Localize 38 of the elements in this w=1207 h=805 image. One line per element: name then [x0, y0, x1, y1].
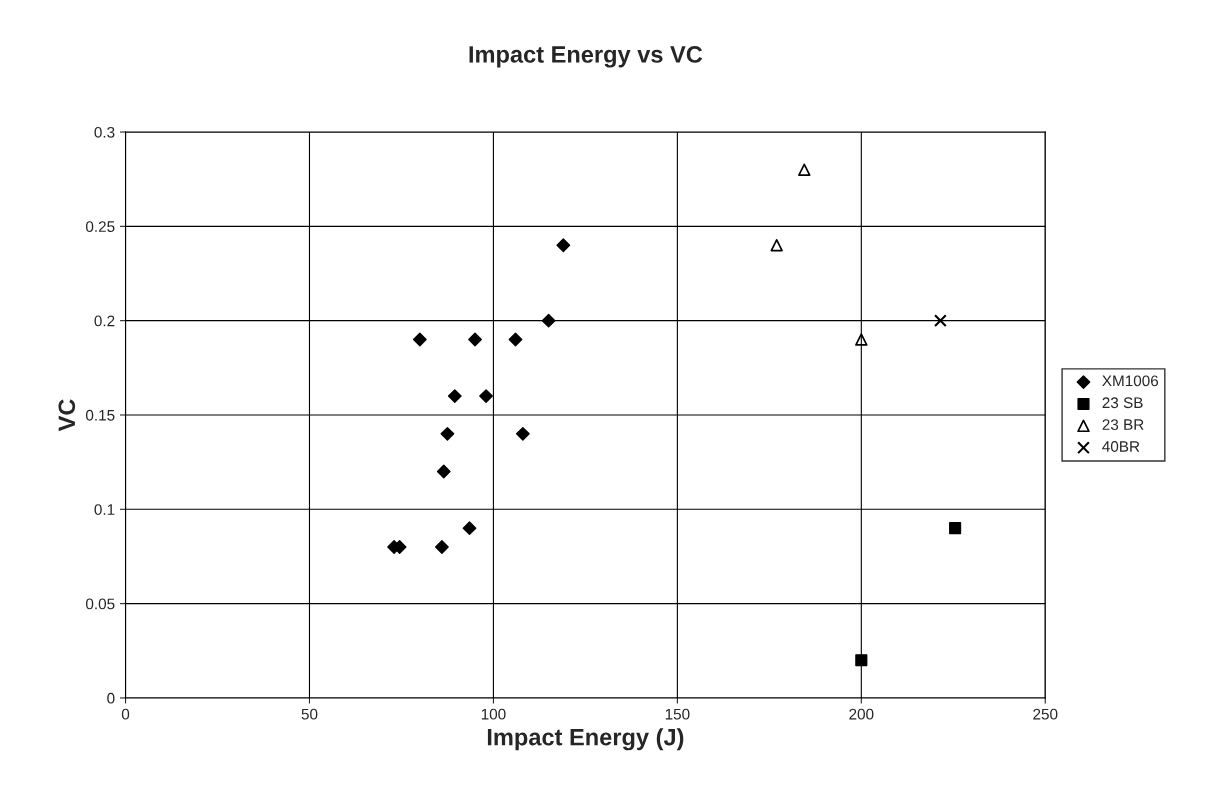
- point: [508, 332, 523, 347]
- point: [479, 389, 493, 404]
- y-tick-label: 0.2: [94, 315, 115, 327]
- y-tick-label: 0.15: [85, 409, 115, 421]
- legend-label: 23 SB: [1102, 397, 1143, 409]
- y-tick-label: 0.1: [94, 504, 115, 515]
- legend-label: XM1006: [1102, 375, 1159, 387]
- point: [855, 333, 868, 346]
- y-tick-label: 0.25: [85, 221, 115, 233]
- point: [435, 540, 449, 554]
- point: [556, 238, 571, 253]
- legend-label: 40BR: [1102, 441, 1140, 452]
- point: [770, 238, 783, 252]
- point: [412, 332, 427, 347]
- chart-title: Impact Energy vs VC: [469, 46, 703, 68]
- x-tick-label: 0: [121, 708, 130, 720]
- x-tick-label: 150: [665, 708, 690, 720]
- point: [462, 521, 477, 536]
- point: [933, 314, 947, 328]
- point: [541, 313, 556, 328]
- x-tick-label: 200: [849, 708, 874, 720]
- y-axis-title: VC: [58, 399, 76, 432]
- y-tick-label: 0.3: [94, 126, 115, 138]
- point: [855, 654, 868, 667]
- y-tick-label: 0: [107, 692, 115, 704]
- y-tick-label: 0.05: [85, 598, 115, 610]
- x-tick-label: 100: [481, 708, 506, 720]
- point: [436, 464, 451, 479]
- point: [798, 163, 811, 176]
- x-tick-label: 250: [1033, 708, 1058, 720]
- point: [468, 332, 482, 347]
- point: [515, 426, 530, 441]
- point: [949, 522, 962, 535]
- x-tick-label: 50: [301, 708, 318, 720]
- legend-label: 23 BR: [1102, 419, 1144, 431]
- point: [447, 389, 462, 404]
- x-axis-title: Impact Energy (J): [487, 728, 684, 751]
- point: [440, 426, 455, 441]
